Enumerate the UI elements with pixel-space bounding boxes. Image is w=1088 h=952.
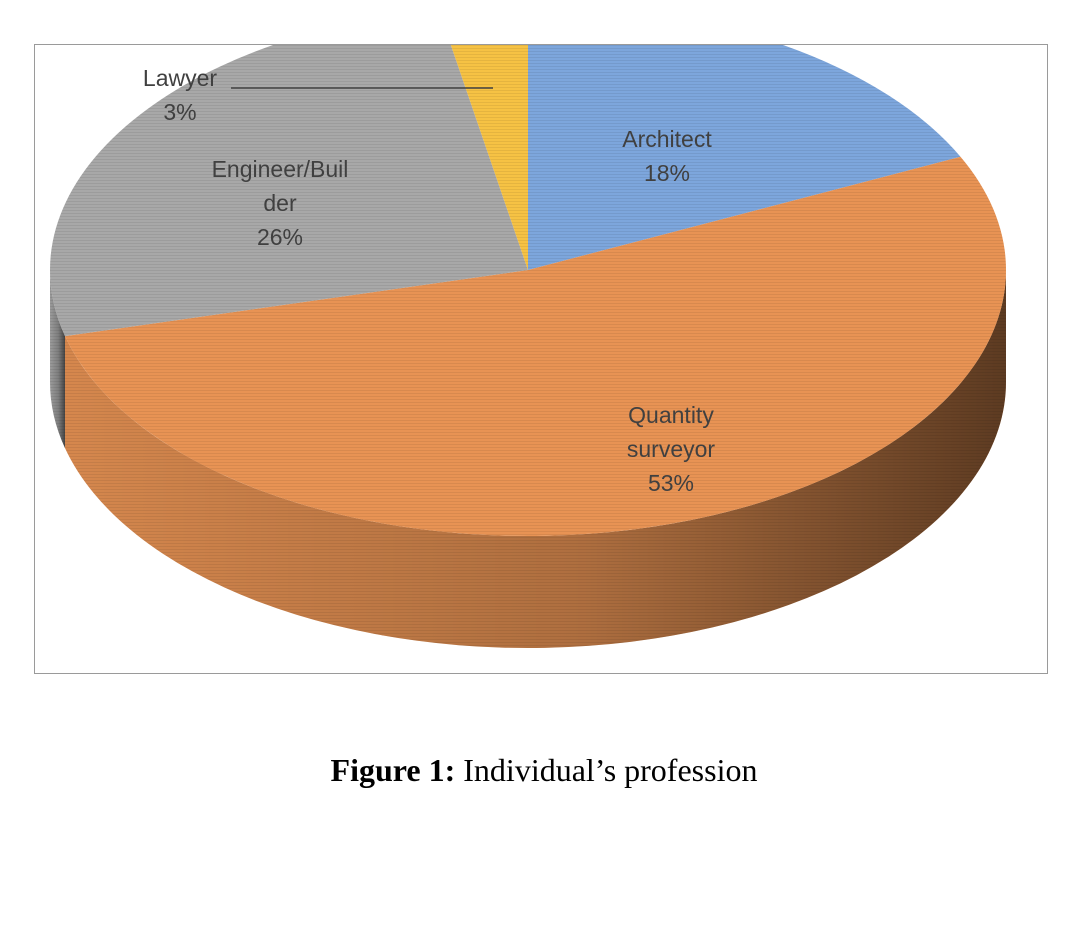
slice-label-3-line-1: 3% bbox=[163, 99, 196, 125]
slice-label-2-line-1: der bbox=[263, 190, 297, 216]
pie-side-texture-1 bbox=[65, 270, 1006, 648]
slice-label-3-line-0: Lawyer bbox=[143, 65, 217, 91]
chart-frame: Architect 18% Quantity surveyor 53% Engineer/… bbox=[34, 44, 1048, 674]
slice-label-1-line-1: surveyor bbox=[627, 436, 716, 462]
pie-side-texture-2 bbox=[50, 270, 66, 449]
pie-sides bbox=[50, 270, 1006, 648]
pie-slice-texture-0 bbox=[528, 45, 961, 270]
pie-labels: Architect 18% Quantity surveyor 53% Engineer/… bbox=[143, 65, 716, 496]
slice-label-1: Quantity surveyor 53% bbox=[627, 402, 716, 496]
slice-label-2: Engineer/Buil der 26% bbox=[212, 156, 349, 250]
caption-label: Figure 1: bbox=[330, 752, 456, 788]
slice-label-2-line-0: Engineer/Buil bbox=[212, 156, 349, 182]
slice-label-0: Architect 18% bbox=[622, 126, 712, 186]
slice-label-1-line-0: Quantity bbox=[628, 402, 714, 428]
pie-slice-texture-3 bbox=[450, 45, 528, 270]
caption-text: Individual’s profession bbox=[463, 752, 758, 788]
pie-slice-texture-2 bbox=[50, 45, 528, 337]
slice-label-0-line-0: Architect bbox=[622, 126, 712, 152]
pie-top bbox=[50, 45, 1006, 536]
pie-chart: Architect 18% Quantity surveyor 53% Engineer/… bbox=[50, 45, 1006, 648]
slice-label-2-line-2: 26% bbox=[257, 224, 303, 250]
slice-label-3: Lawyer 3% bbox=[143, 65, 217, 125]
slice-label-0-line-1: 18% bbox=[644, 160, 690, 186]
figure-caption: Figure 1: Individual’s profession bbox=[0, 752, 1088, 789]
slice-label-1-line-2: 53% bbox=[648, 470, 694, 496]
pie-slice-texture-1 bbox=[65, 156, 1006, 536]
